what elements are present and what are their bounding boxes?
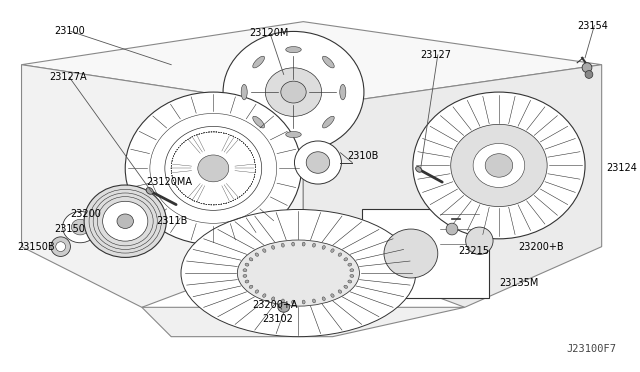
- Ellipse shape: [249, 285, 253, 288]
- Polygon shape: [303, 65, 602, 307]
- Circle shape: [446, 223, 458, 235]
- Polygon shape: [22, 65, 303, 307]
- Ellipse shape: [485, 154, 513, 177]
- Ellipse shape: [312, 299, 316, 303]
- Ellipse shape: [181, 209, 416, 337]
- Ellipse shape: [84, 185, 166, 257]
- Ellipse shape: [415, 167, 422, 172]
- Text: 23124: 23124: [607, 163, 637, 173]
- Ellipse shape: [281, 243, 284, 247]
- Text: J23100F7: J23100F7: [566, 344, 616, 354]
- Ellipse shape: [451, 124, 547, 206]
- Ellipse shape: [323, 56, 334, 68]
- Ellipse shape: [255, 253, 259, 256]
- Text: 23127: 23127: [420, 50, 452, 60]
- Text: 23200: 23200: [70, 209, 101, 219]
- Ellipse shape: [350, 275, 354, 278]
- Ellipse shape: [312, 243, 316, 247]
- Ellipse shape: [237, 240, 360, 306]
- Ellipse shape: [243, 275, 247, 278]
- Ellipse shape: [350, 269, 354, 272]
- Text: 2311B: 2311B: [157, 216, 188, 226]
- Ellipse shape: [72, 219, 89, 235]
- Circle shape: [56, 242, 65, 251]
- Ellipse shape: [306, 152, 330, 173]
- FancyBboxPatch shape: [362, 209, 489, 298]
- Text: 2310B: 2310B: [348, 151, 379, 161]
- Polygon shape: [22, 22, 602, 108]
- Ellipse shape: [292, 242, 294, 246]
- Ellipse shape: [413, 92, 585, 239]
- Ellipse shape: [322, 297, 325, 301]
- Ellipse shape: [292, 300, 294, 304]
- Text: 23150B: 23150B: [18, 242, 55, 251]
- Ellipse shape: [271, 246, 275, 249]
- Ellipse shape: [262, 294, 266, 297]
- Ellipse shape: [338, 290, 342, 293]
- Ellipse shape: [271, 297, 275, 301]
- Ellipse shape: [302, 300, 305, 304]
- Polygon shape: [142, 307, 465, 337]
- Ellipse shape: [146, 187, 153, 194]
- Ellipse shape: [223, 31, 364, 153]
- Ellipse shape: [340, 84, 346, 100]
- Ellipse shape: [348, 280, 352, 283]
- Ellipse shape: [198, 155, 228, 182]
- Ellipse shape: [245, 280, 249, 283]
- Ellipse shape: [285, 132, 301, 138]
- Ellipse shape: [278, 302, 289, 312]
- Ellipse shape: [302, 242, 305, 246]
- Text: 23102: 23102: [262, 314, 293, 324]
- Ellipse shape: [473, 144, 525, 187]
- Ellipse shape: [249, 258, 253, 261]
- Ellipse shape: [322, 246, 325, 249]
- Ellipse shape: [281, 299, 284, 303]
- Ellipse shape: [344, 285, 348, 288]
- Text: 23120MA: 23120MA: [147, 177, 193, 187]
- Text: 23135M: 23135M: [499, 278, 538, 288]
- Circle shape: [585, 71, 593, 78]
- Text: 23154: 23154: [577, 20, 608, 31]
- Ellipse shape: [102, 201, 148, 241]
- Text: 23215: 23215: [458, 246, 489, 256]
- Ellipse shape: [331, 249, 334, 252]
- Ellipse shape: [243, 269, 247, 272]
- Text: 23200+B: 23200+B: [518, 242, 564, 251]
- Ellipse shape: [344, 258, 348, 261]
- Circle shape: [466, 227, 493, 254]
- Ellipse shape: [285, 46, 301, 53]
- Circle shape: [51, 237, 70, 256]
- Circle shape: [582, 63, 592, 73]
- Ellipse shape: [338, 253, 342, 256]
- Ellipse shape: [63, 211, 98, 243]
- Ellipse shape: [348, 263, 352, 266]
- Text: 23150: 23150: [54, 224, 84, 234]
- Text: 23127A: 23127A: [49, 73, 86, 83]
- Text: 23120M: 23120M: [250, 28, 289, 38]
- Ellipse shape: [245, 263, 249, 266]
- Ellipse shape: [117, 214, 134, 228]
- Ellipse shape: [255, 290, 259, 293]
- Ellipse shape: [294, 141, 341, 184]
- Ellipse shape: [266, 68, 322, 116]
- Ellipse shape: [384, 229, 438, 278]
- Ellipse shape: [241, 84, 247, 100]
- Ellipse shape: [125, 92, 301, 245]
- Ellipse shape: [253, 116, 264, 128]
- Text: 23100: 23100: [54, 26, 84, 36]
- Ellipse shape: [165, 126, 262, 210]
- Ellipse shape: [253, 56, 264, 68]
- Ellipse shape: [281, 81, 306, 103]
- Text: 23200+A: 23200+A: [252, 300, 298, 310]
- Ellipse shape: [323, 116, 334, 128]
- Ellipse shape: [331, 294, 334, 297]
- Ellipse shape: [262, 249, 266, 252]
